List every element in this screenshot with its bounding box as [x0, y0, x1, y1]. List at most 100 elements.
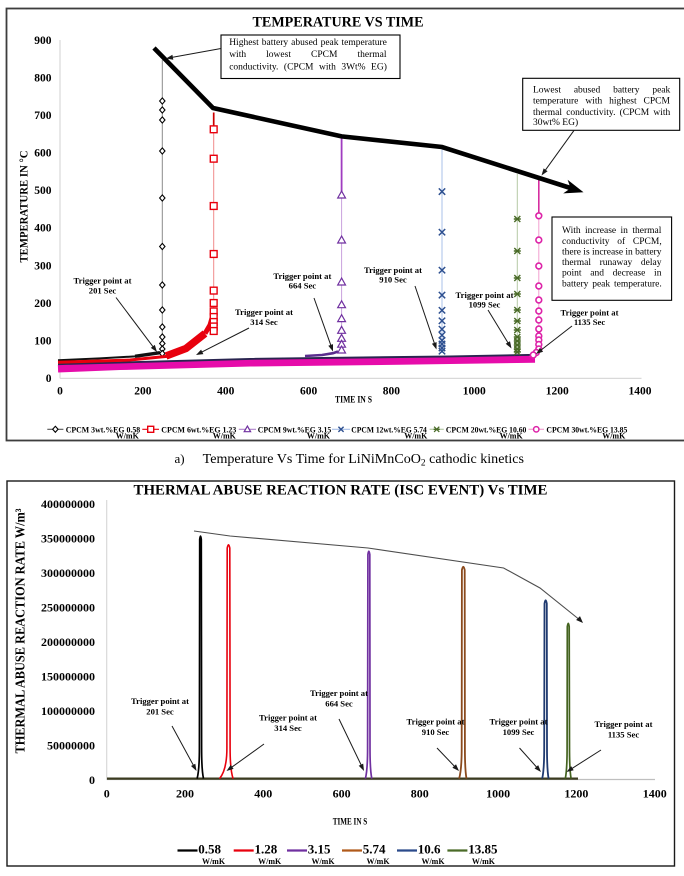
- svg-text:910 Sec: 910 Sec: [422, 727, 450, 737]
- svg-text:10.6: 10.6: [418, 841, 441, 856]
- svg-text:910 Sec: 910 Sec: [379, 274, 407, 284]
- svg-text:With increase in thermal: With increase in thermal: [562, 226, 662, 236]
- svg-text:500: 500: [34, 185, 52, 197]
- svg-text:CPCM 20wt.%EG 10.60: CPCM 20wt.%EG 10.60: [446, 425, 527, 434]
- svg-text:battery peak temperature.: battery peak temperature.: [562, 280, 662, 290]
- svg-text:conductivity. (CPCM with 3Wt%: conductivity. (CPCM with 3Wt% EG): [229, 61, 387, 72]
- svg-text:W/mK: W/mK: [258, 857, 282, 866]
- svg-text:600: 600: [34, 148, 52, 160]
- svg-text:800: 800: [411, 787, 429, 801]
- svg-text:Trigger point at: Trigger point at: [131, 696, 189, 706]
- svg-text:W/mK: W/mK: [311, 857, 335, 866]
- svg-text:100000000: 100000000: [41, 704, 95, 718]
- svg-text:400: 400: [217, 385, 235, 397]
- svg-text:664 Sec: 664 Sec: [325, 699, 353, 709]
- svg-text:TEMPERATURE IN °C: TEMPERATURE IN °C: [17, 151, 31, 263]
- svg-text:0.58: 0.58: [198, 841, 221, 856]
- svg-text:Trigger point at: Trigger point at: [561, 307, 619, 317]
- svg-text:Trigger point at: Trigger point at: [310, 688, 368, 698]
- svg-text:point and decrease in: point and decrease in: [562, 269, 662, 279]
- svg-text:150000000: 150000000: [41, 669, 95, 683]
- svg-text:200: 200: [176, 787, 194, 801]
- svg-text:W/mK: W/mK: [500, 432, 524, 441]
- svg-text:THERMAL ABUSE REACTION RATE W/: THERMAL ABUSE REACTION RATE W/m³: [13, 509, 28, 754]
- svg-text:0: 0: [57, 385, 63, 397]
- svg-text:800: 800: [383, 385, 401, 397]
- svg-text:200: 200: [34, 298, 52, 310]
- svg-text:CPCM 12wt.%EG 5.74: CPCM 12wt.%EG 5.74: [351, 425, 427, 434]
- svg-text:CPCM 6wt.%EG 1.23: CPCM 6wt.%EG 1.23: [161, 425, 236, 434]
- svg-text:conductivity of CPCM,: conductivity of CPCM,: [562, 236, 662, 247]
- svg-text:200: 200: [134, 385, 152, 397]
- svg-text:W/mK: W/mK: [421, 857, 445, 866]
- svg-text:CPCM 3wt.%EG 0.58: CPCM 3wt.%EG 0.58: [66, 425, 141, 434]
- svg-text:with lowest CPCM thermal: with lowest CPCM thermal: [229, 50, 387, 60]
- svg-text:Highest battery abused peak te: Highest battery abused peak temperature: [229, 38, 387, 48]
- svg-text:W/mK: W/mK: [366, 857, 390, 866]
- svg-text:W/mK: W/mK: [307, 432, 331, 441]
- svg-text:1000: 1000: [486, 787, 510, 801]
- svg-text:0: 0: [104, 787, 110, 801]
- svg-text:350000000: 350000000: [41, 531, 95, 545]
- svg-text:3.15: 3.15: [308, 841, 331, 856]
- svg-text:1200: 1200: [564, 787, 588, 801]
- svg-text:Trigger point at: Trigger point at: [364, 265, 422, 275]
- svg-text:thermal runaway delay: thermal runaway delay: [562, 258, 662, 268]
- svg-text:0: 0: [46, 373, 52, 385]
- svg-text:CPCM 30wt.%EG 13.85: CPCM 30wt.%EG 13.85: [546, 425, 627, 434]
- svg-text:W/mK: W/mK: [213, 432, 237, 441]
- svg-text:Trigger point at: Trigger point at: [235, 307, 293, 317]
- svg-text:Trigger point at: Trigger point at: [74, 276, 132, 286]
- svg-text:W/mK: W/mK: [472, 857, 496, 866]
- svg-text:1000: 1000: [463, 385, 486, 397]
- svg-text:Trigger point at: Trigger point at: [259, 713, 317, 723]
- svg-text:1400: 1400: [643, 787, 667, 801]
- svg-text:0: 0: [89, 773, 95, 787]
- svg-text:200000000: 200000000: [41, 635, 95, 649]
- svg-text:W/mK: W/mK: [116, 432, 140, 441]
- svg-text:TIME IN S: TIME IN S: [335, 396, 372, 406]
- svg-text:100: 100: [34, 335, 52, 347]
- svg-text:5.74: 5.74: [363, 841, 386, 856]
- svg-text:1400: 1400: [629, 385, 652, 397]
- svg-text:800: 800: [34, 73, 52, 85]
- svg-text:a): a): [175, 451, 185, 466]
- svg-text:TIME IN S: TIME IN S: [333, 818, 368, 828]
- svg-text:1099 Sec: 1099 Sec: [469, 299, 501, 309]
- svg-text:400: 400: [34, 223, 52, 235]
- svg-text:there is increase in battery: there is increase in battery: [562, 247, 662, 257]
- svg-text:201 Sec: 201 Sec: [89, 286, 117, 296]
- svg-text:THERMAL ABUSE REACTION RATE (I: THERMAL ABUSE REACTION RATE (ISC EVENT) …: [134, 483, 548, 499]
- svg-text:600: 600: [333, 787, 351, 801]
- svg-text:314 Sec: 314 Sec: [250, 317, 278, 327]
- svg-text:900: 900: [34, 35, 52, 47]
- svg-text:1.28: 1.28: [255, 841, 278, 856]
- svg-text:Trigger point at: Trigger point at: [456, 290, 514, 300]
- svg-text:TEMPERATURE VS TIME: TEMPERATURE VS TIME: [253, 15, 424, 31]
- svg-text:Trigger point at: Trigger point at: [490, 717, 548, 727]
- svg-text:400: 400: [254, 787, 272, 801]
- svg-text:300: 300: [34, 260, 52, 272]
- svg-text:30wt% EG): 30wt% EG): [533, 117, 578, 128]
- svg-text:thermal conductivity. (CPCM wi: thermal conductivity. (CPCM with: [533, 107, 670, 118]
- svg-text:50000000: 50000000: [47, 738, 95, 752]
- svg-text:W/mK: W/mK: [602, 432, 626, 441]
- svg-text:Trigger point at: Trigger point at: [273, 271, 331, 281]
- svg-text:1135 Sec: 1135 Sec: [608, 730, 639, 740]
- svg-text:Trigger point at: Trigger point at: [595, 719, 653, 729]
- svg-text:W/mK: W/mK: [202, 857, 226, 866]
- svg-text:664 Sec: 664 Sec: [289, 280, 317, 290]
- svg-text:700: 700: [34, 110, 52, 122]
- svg-text:314 Sec: 314 Sec: [274, 723, 302, 733]
- svg-text:201 Sec: 201 Sec: [146, 707, 174, 717]
- svg-text:300000000: 300000000: [41, 566, 95, 580]
- svg-text:Temperature Vs Time for LiNiMn: Temperature Vs Time for LiNiMnCoO 2 catho…: [203, 451, 524, 468]
- svg-text:Lowest abused battery peak: Lowest abused battery peak: [533, 86, 671, 96]
- svg-text:Trigger point at: Trigger point at: [407, 717, 465, 727]
- svg-text:13.85: 13.85: [468, 841, 498, 856]
- svg-text:1135 Sec: 1135 Sec: [574, 317, 605, 327]
- svg-text:400000000: 400000000: [41, 497, 95, 511]
- svg-text:CPCM 9wt.%EG 3.15: CPCM 9wt.%EG 3.15: [258, 425, 332, 434]
- svg-text:1099 Sec: 1099 Sec: [503, 727, 535, 737]
- svg-text:1200: 1200: [546, 385, 569, 397]
